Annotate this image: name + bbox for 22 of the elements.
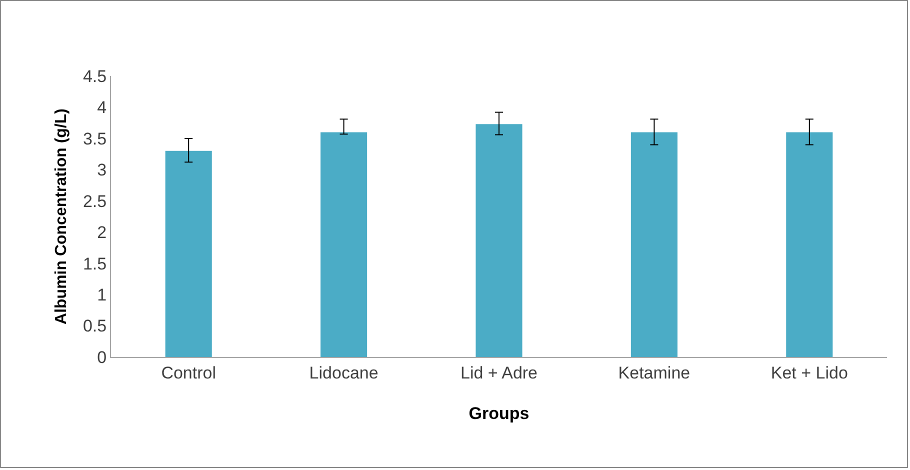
y-tick-label: 0.5 — [82, 316, 107, 336]
y-tick-label: 2 — [97, 223, 107, 242]
y-tick-label: 1.5 — [82, 254, 107, 274]
bar — [786, 132, 833, 357]
bar — [476, 124, 522, 357]
y-tick-label: 0 — [97, 348, 107, 367]
bar — [630, 132, 678, 357]
y-tick-label: 4.5 — [82, 66, 107, 86]
bar — [320, 132, 368, 357]
y-tick-label: 2.5 — [82, 192, 107, 211]
x-tick-label: Ketamine — [618, 363, 690, 382]
y-tick-label: 3.5 — [82, 129, 107, 148]
x-tick-label: Lid + Adre — [460, 363, 538, 382]
y-tick-label: 1 — [97, 286, 107, 305]
y-axis-title: Albumin Concentration (g/L) — [52, 108, 70, 324]
y-tick-label: 3 — [97, 160, 107, 180]
x-tick-label: Control — [161, 363, 216, 382]
x-tick-label: Ket + Lido — [770, 363, 848, 382]
bar — [165, 150, 212, 357]
x-axis-title: Groups — [468, 404, 530, 423]
x-tick-label: Lidocane — [309, 363, 378, 382]
y-tick-label: 4 — [97, 98, 107, 118]
